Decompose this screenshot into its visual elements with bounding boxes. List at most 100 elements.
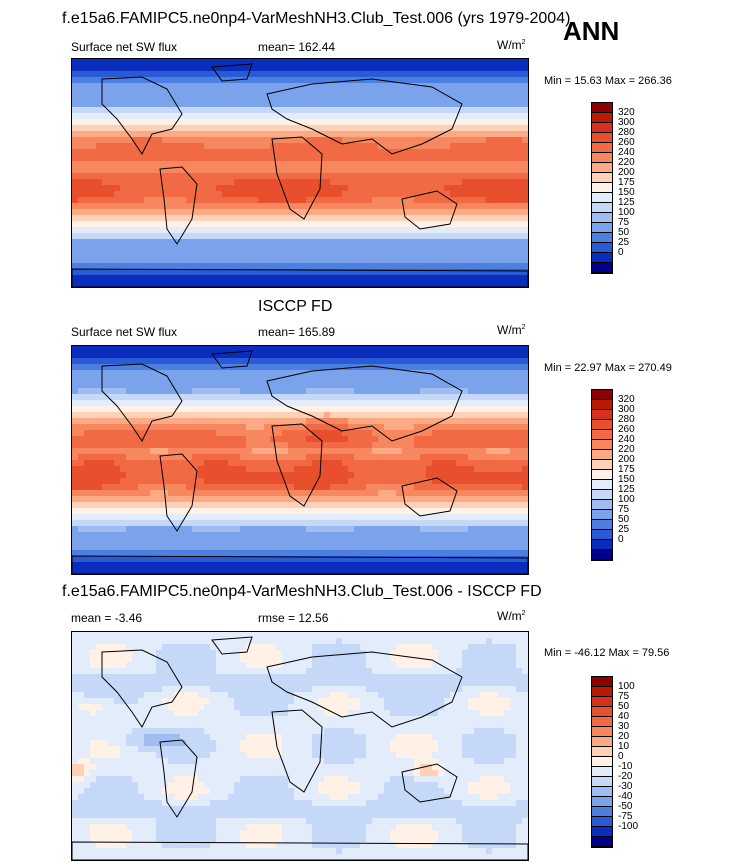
coastline [72,555,528,574]
coastline [159,739,198,818]
colorbar-tick-label: 75 [618,217,630,228]
colorbar-box [592,827,612,837]
colorbar-box [592,193,612,203]
colorbar-box [592,153,612,163]
colorbar-box [592,490,612,500]
panel-1-units: W/m2 [497,38,526,52]
colorbar-tick-label: 0 [618,534,624,545]
coastline [266,78,463,155]
colorbar-box [592,677,612,687]
panel-3-rmse-label: rmse = 12.56 [258,611,329,625]
colorbar-box [592,837,612,847]
colorbar-box [592,400,612,410]
panel-1-map [71,58,529,288]
colorbar-tick-label: -100 [618,821,639,832]
colorbar-box [592,747,612,757]
colorbar-tick-label: 125 [618,484,635,495]
colorbar-tick-label: 50 [618,227,630,238]
colorbar-tick-label: -20 [618,771,633,782]
colorbar-box [592,797,612,807]
colorbar-box [592,500,612,510]
colorbar-tick-label: 175 [618,177,635,188]
colorbar-tick-label: 10 [618,741,630,752]
colorbar-box [592,430,612,440]
panel-3-contour-map [72,632,528,860]
colorbar-box [592,540,612,550]
coastline [211,63,253,82]
colorbar-tick-label: -10 [618,761,633,772]
colorbar-tick-label: -50 [618,801,633,812]
colorbar-tick-label: 25 [618,524,630,535]
colorbar-box [592,223,612,233]
colorbar-box [592,550,612,560]
panel-3-colorbar: 100 75 50 40 30 20 10 0 -10 -20 -30 -40 -50 -75 -100 [591,676,638,848]
colorbar-tick-label: 280 [618,414,635,425]
colorbar-box [592,243,612,253]
colorbar-tick-label: 280 [618,127,635,138]
colorbar-box [592,390,612,400]
colorbar-box [592,510,612,520]
colorbar-tick-label: -30 [618,781,633,792]
panel-3-map [71,631,529,861]
colorbar-tick-label: 240 [618,147,635,158]
coastline [101,363,183,442]
colorbar-box [592,737,612,747]
colorbar-box [592,807,612,817]
colorbar-tick-label: 30 [618,721,630,732]
colorbar-tick-label: 300 [618,404,635,415]
colorbar-box [592,480,612,490]
colorbar-box [592,203,612,213]
colorbar-tick-label: 75 [618,691,630,702]
colorbar-box [592,183,612,193]
panel-1-colorbar: 320 300 280 260 240 220 200 175 150 125 100 75 50 25 0 [591,102,635,274]
coastline [211,350,253,369]
panel-3-title: f.e15a6.FAMIPC5.ne0np4-VarMeshNH3.Club_T… [62,583,542,600]
panel-2-colorbar: 320 300 280 260 240 220 200 175 150 125 100 75 50 25 0 [591,389,635,561]
colorbar-box [592,767,612,777]
colorbar-box [592,530,612,540]
colorbar-box [592,697,612,707]
coastline [159,166,198,245]
colorbar-tick-label: 50 [618,701,630,712]
colorbar-box [592,233,612,243]
colorbar-box [592,133,612,143]
colorbar-box [592,420,612,430]
colorbar-tick-label: 100 [618,681,635,692]
colorbar-tick-label: 0 [618,247,624,258]
colorbar-box [592,163,612,173]
coastline [401,190,458,230]
colorbar-tick-label: 75 [618,504,630,515]
colorbar-tick-label: 40 [618,711,630,722]
coastline [101,649,183,728]
colorbar-tick-label: 200 [618,454,635,465]
coastline [72,268,528,287]
colorbar-tick-label: 240 [618,434,635,445]
coastline [271,136,323,220]
panel-2-mean-label: mean= 165.89 [258,325,336,339]
colorbar-tick-label: -75 [618,811,633,822]
panel-1-title: f.e15a6.FAMIPC5.ne0np4-VarMeshNH3.Club_T… [62,10,571,27]
colorbar-tick-label: -40 [618,791,633,802]
colorbar-box [592,263,612,273]
coastline [401,763,458,803]
colorbar-box [592,213,612,223]
colorbar-tick-label: 100 [618,494,635,505]
panel-1-variable-label: Surface net SW flux [71,40,178,54]
colorbar-box [592,253,612,263]
colorbar-tick-label: 320 [618,107,635,118]
colorbar-box [592,757,612,767]
colorbar-box [592,777,612,787]
coastline [266,365,463,442]
panel-3-mean-label: mean = -3.46 [71,611,143,625]
colorbar-box [592,113,612,123]
colorbar-tick-label: 320 [618,394,635,405]
colorbar-tick-label: 20 [618,731,630,742]
colorbar-box [592,123,612,133]
colorbar-box [592,410,612,420]
colorbar-box [592,717,612,727]
colorbar-box [592,787,612,797]
colorbar-box [592,143,612,153]
colorbar-tick-label: 0 [618,751,624,762]
season-label: ANN [563,16,620,46]
panel-1-mean-label: mean= 162.44 [258,40,336,54]
